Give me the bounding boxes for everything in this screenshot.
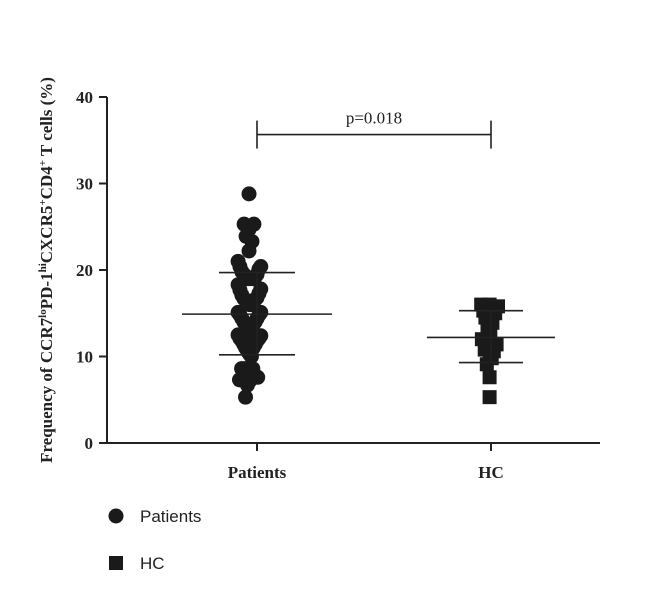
y-tick-label: 0 [85, 434, 94, 453]
y-tick-label: 20 [76, 261, 93, 280]
y-tick-label: 40 [76, 88, 93, 107]
legend-marker-square [109, 556, 123, 570]
data-point-patients [241, 186, 257, 202]
legend-label: HC [140, 554, 165, 573]
p-value-label: p=0.018 [346, 109, 402, 128]
y-axis-title-superscript: + [37, 160, 49, 166]
y-axis-title-part: CXCR5 [37, 206, 56, 264]
axes: 0 10 20 30 40 Patients HC [76, 88, 600, 482]
y-axis-title-part: Frequency of CCR7 [37, 317, 56, 463]
y-axis-title-superscript: hi [37, 263, 49, 272]
data-point-hc [482, 370, 497, 385]
data-point-patients [253, 281, 269, 297]
data-point-patients [253, 304, 269, 320]
data-point-hc [482, 390, 497, 405]
significance-annotation: p=0.018 [256, 109, 492, 149]
y-axis-title-part: PD-1 [37, 272, 56, 309]
y-tick-label: 10 [76, 348, 93, 367]
data-point-patients [243, 349, 259, 364]
chart-marks [182, 186, 555, 405]
y-axis-title-superscript: + [37, 199, 49, 205]
y-axis-title-part: CD4 [37, 166, 56, 200]
x-tick-label: Patients [228, 463, 287, 482]
legend-label: Patients [140, 507, 201, 526]
data-point-patients [241, 221, 257, 237]
y-axis-title: Frequency of CCR7loPD-1hiCXCR5+CD4+ T ce… [37, 77, 56, 463]
x-tick-label: HC [478, 463, 504, 482]
data-point-patients [239, 377, 255, 393]
legend: Patients HC [108, 507, 201, 573]
y-axis-title-superscript: lo [37, 309, 49, 318]
data-point-patients [250, 369, 266, 385]
data-point-patients [241, 243, 257, 259]
data-point-patients [238, 389, 254, 405]
data-point-patients [253, 328, 269, 344]
data-point-patients [253, 259, 269, 275]
legend-marker-circle [108, 508, 124, 524]
y-tick-label: 30 [76, 175, 93, 194]
y-axis-title-part: T cells (%) [37, 77, 56, 160]
